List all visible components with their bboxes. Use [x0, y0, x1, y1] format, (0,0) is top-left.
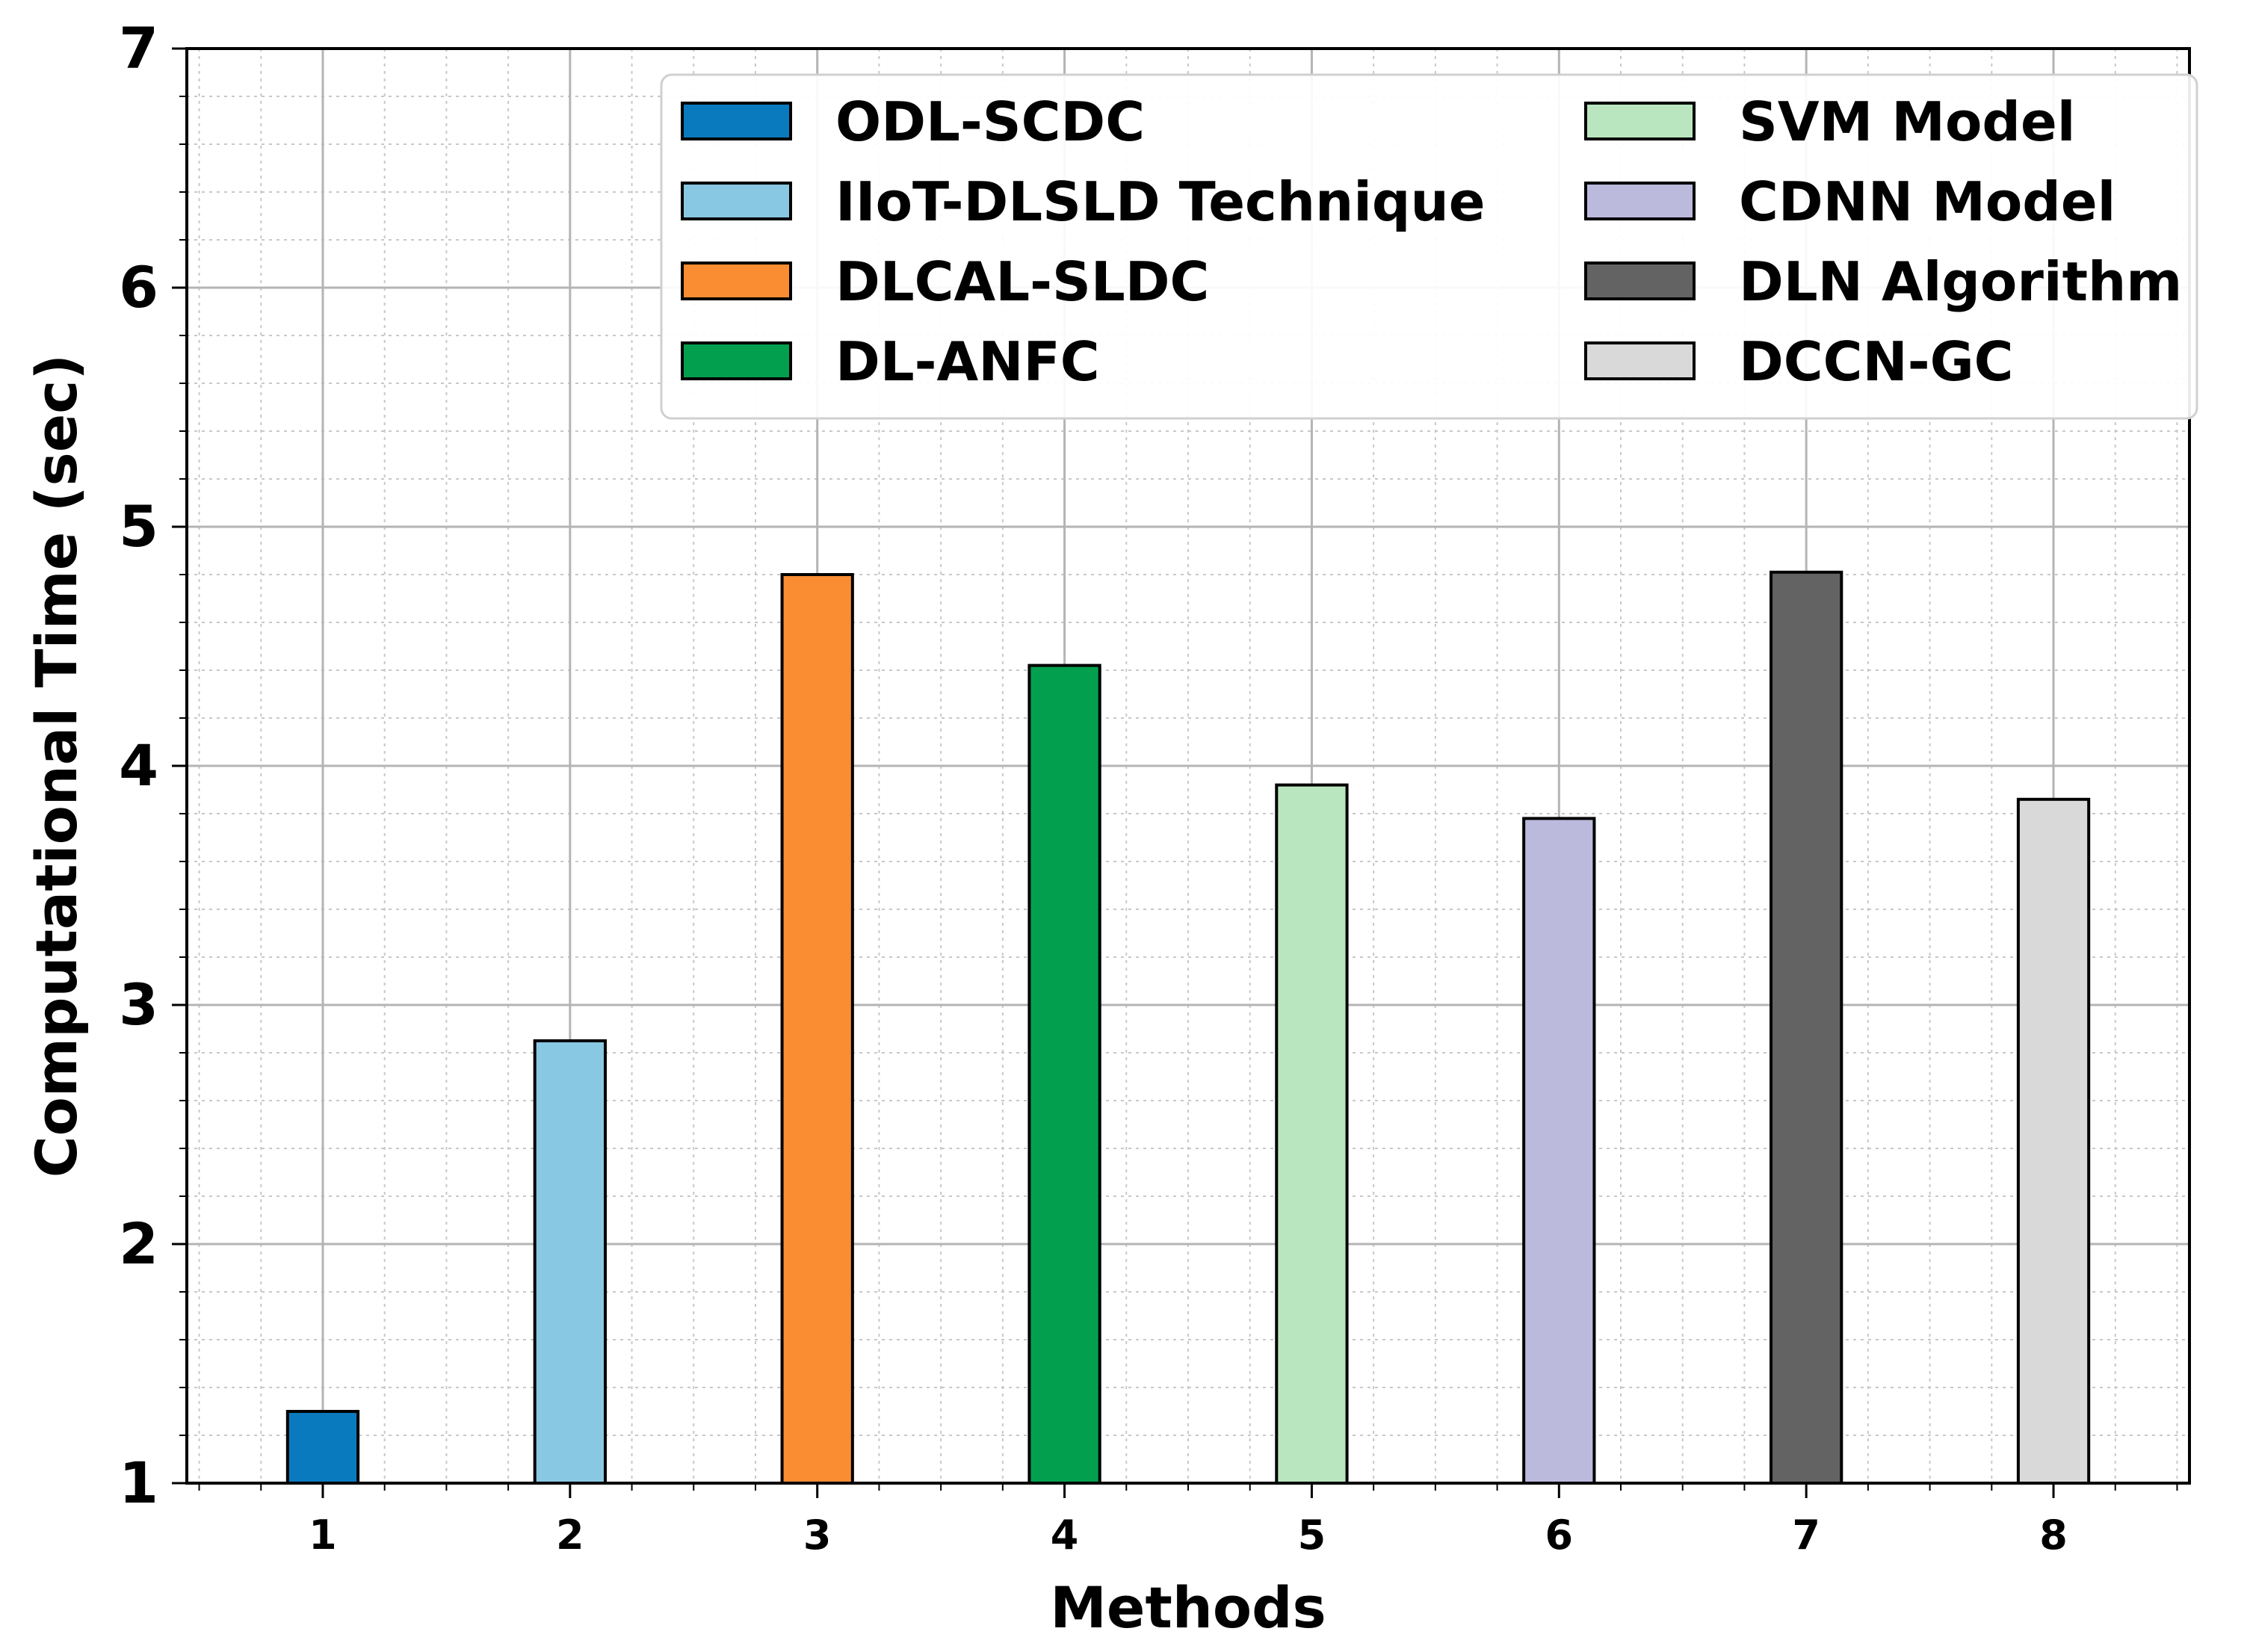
x-axis-title: Methods — [1050, 1574, 1326, 1641]
bars — [285, 570, 2091, 1485]
x-tick-labels: 1 2 3 4 5 6 7 8 — [309, 1512, 2068, 1559]
x-tick-label: 1 — [309, 1512, 337, 1559]
legend-label: SVM Model — [1739, 90, 2075, 153]
legend-swatch — [1584, 341, 1696, 380]
legend-label: IIoT-DLSLD Technique — [835, 170, 1486, 233]
y-tick-label: 5 — [119, 493, 158, 560]
legend-swatch — [1584, 182, 1696, 220]
legend-swatch — [1584, 102, 1696, 140]
legend-swatch — [681, 102, 792, 140]
legend-swatch — [681, 182, 792, 220]
bar-4 — [1027, 663, 1101, 1485]
legend-swatch — [681, 262, 792, 300]
x-tick-label: 6 — [1545, 1512, 1574, 1559]
legend-box — [660, 73, 2198, 420]
axis-ticks — [172, 47, 2178, 1498]
legend-label: DL-ANFC — [835, 330, 1100, 393]
legend-label: DLN Algorithm — [1739, 250, 2182, 313]
y-tick-label: 3 — [119, 971, 158, 1038]
x-tick-label: 5 — [1298, 1512, 1326, 1559]
bar-6 — [1522, 817, 1596, 1485]
bar-1 — [285, 1410, 360, 1485]
y-tick-label: 4 — [119, 732, 158, 799]
legend-swatch — [681, 341, 792, 380]
x-tick-label: 4 — [1051, 1512, 1079, 1559]
y-tick-labels: 1 2 3 4 5 6 7 — [119, 15, 158, 1516]
legend-label: DCCN-GC — [1739, 330, 2014, 393]
y-tick-label: 2 — [119, 1210, 158, 1277]
x-tick-label: 3 — [803, 1512, 832, 1559]
y-axis-title: Computational Time (sec) — [23, 354, 90, 1178]
legend: ODL-SCDC IIoT-DLSLD Technique DLCAL-SLDC DL… — [660, 73, 2198, 420]
bar-8 — [2016, 797, 2091, 1485]
y-tick-label: 7 — [119, 15, 158, 81]
legend-label: ODL-SCDC — [835, 90, 1145, 153]
x-tick-label: 2 — [556, 1512, 584, 1559]
x-tick-label: 8 — [2039, 1512, 2068, 1559]
bar-5 — [1275, 783, 1349, 1485]
bar-7 — [1770, 570, 1843, 1485]
bar-2 — [533, 1039, 607, 1485]
legend-label: CDNN Model — [1739, 170, 2115, 233]
y-tick-label: 6 — [119, 254, 158, 321]
legend-label: DLCAL-SLDC — [835, 250, 1209, 313]
x-tick-label: 7 — [1792, 1512, 1820, 1559]
bar-3 — [780, 573, 854, 1485]
y-tick-label: 1 — [119, 1450, 158, 1516]
legend-swatch — [1584, 262, 1696, 300]
